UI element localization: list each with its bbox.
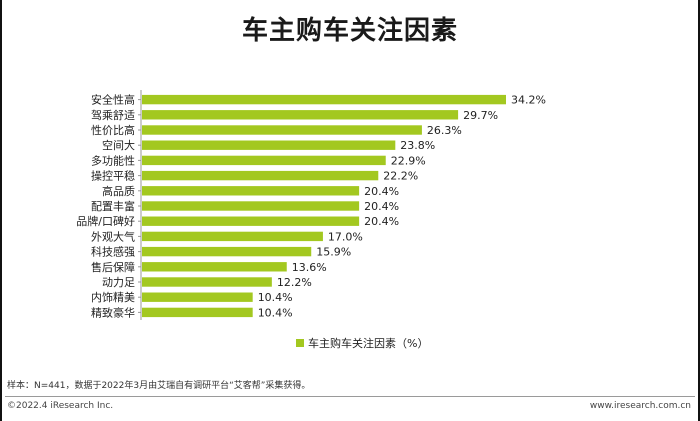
value-label: 29.7% bbox=[463, 109, 498, 122]
chart-legend: 车主购车关注因素（%） bbox=[296, 335, 428, 351]
category-label: 科技感强 bbox=[91, 245, 135, 259]
value-label: 17.0% bbox=[328, 230, 363, 243]
bar bbox=[142, 125, 422, 135]
legend-label: 车主购车关注因素（%） bbox=[308, 337, 429, 350]
value-label: 10.4% bbox=[258, 291, 293, 304]
category-label: 外观大气 bbox=[91, 229, 135, 243]
category-label: 品牌/口碑好 bbox=[76, 214, 135, 228]
value-label: 20.4% bbox=[364, 185, 399, 198]
value-label: 12.2% bbox=[277, 276, 312, 289]
left-edge-bar bbox=[0, 0, 2, 421]
category-label: 空间大 bbox=[102, 138, 135, 152]
category-label: 售后保障 bbox=[91, 260, 135, 274]
bar bbox=[142, 94, 506, 105]
bar bbox=[142, 262, 287, 272]
category-label: 安全性高 bbox=[91, 93, 135, 107]
value-label: 26.3% bbox=[427, 124, 462, 137]
category-label: 性价比高 bbox=[91, 123, 135, 137]
value-label: 13.6% bbox=[292, 261, 327, 274]
copyright-text: ©2022.4 iResearch Inc. bbox=[7, 401, 114, 411]
value-label: 22.2% bbox=[383, 170, 418, 183]
footer-divider bbox=[5, 396, 695, 397]
value-label: 22.9% bbox=[391, 154, 426, 167]
category-label: 驾乘舒适 bbox=[91, 108, 135, 122]
right-edge-bar bbox=[698, 0, 700, 421]
bar bbox=[142, 155, 386, 166]
bar bbox=[142, 307, 253, 318]
bar bbox=[142, 231, 323, 242]
value-label: 20.4% bbox=[364, 215, 399, 228]
value-label: 34.2% bbox=[511, 94, 546, 107]
bar bbox=[142, 140, 396, 150]
category-label: 多功能性 bbox=[91, 153, 135, 167]
value-label: 10.4% bbox=[258, 306, 293, 319]
category-label: 内饰精美 bbox=[91, 290, 135, 304]
bar-chart: 安全性高 34.2% 驾乘舒适 29.7% 性价比高 26.3% 空间大 23.8% 多功能性 2… bbox=[76, 90, 546, 320]
bar bbox=[142, 216, 360, 226]
legend-swatch bbox=[296, 339, 304, 347]
category-label: 精致豪华 bbox=[91, 305, 135, 319]
bar bbox=[142, 186, 360, 196]
bar bbox=[142, 246, 312, 257]
category-label: 动力足 bbox=[102, 276, 135, 289]
website-link[interactable]: www.iresearch.com.cn bbox=[589, 401, 691, 411]
bar bbox=[142, 277, 272, 287]
bar bbox=[142, 201, 360, 211]
category-label: 操控平稳 bbox=[91, 169, 135, 183]
value-label: 15.9% bbox=[316, 246, 351, 259]
value-label: 20.4% bbox=[364, 200, 399, 213]
bar bbox=[142, 292, 253, 302]
bar bbox=[142, 170, 379, 181]
chart-title: 车主购车关注因素 bbox=[241, 16, 458, 46]
value-label: 23.8% bbox=[400, 139, 435, 152]
category-label: 高品质 bbox=[102, 184, 135, 198]
category-label: 配置丰富 bbox=[91, 199, 135, 213]
sample-note: 样本：N=441，数据于2022年3月由艾瑞自有调研平台“艾客帮”采集获得。 bbox=[7, 381, 311, 391]
bar bbox=[142, 110, 459, 120]
